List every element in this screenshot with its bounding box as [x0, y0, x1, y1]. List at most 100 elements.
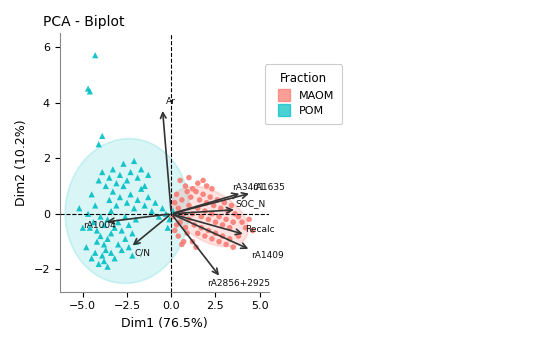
Text: rA1635: rA1635	[252, 183, 285, 192]
Point	[130, 206, 139, 211]
Point	[183, 230, 191, 236]
Point	[226, 236, 234, 241]
Point	[84, 86, 92, 91]
Point	[98, 253, 107, 258]
Point	[131, 217, 140, 222]
Point	[112, 180, 121, 186]
Point	[241, 225, 250, 230]
Point	[103, 236, 112, 241]
Point	[119, 161, 128, 167]
Point	[89, 219, 98, 225]
Point	[169, 214, 178, 219]
Point	[179, 211, 188, 217]
Point	[162, 211, 170, 217]
Point	[112, 203, 121, 208]
Point	[194, 206, 202, 211]
Point	[181, 225, 190, 230]
Point	[199, 191, 207, 197]
Point	[222, 241, 230, 247]
Point	[75, 206, 84, 211]
Point	[188, 211, 197, 217]
Point	[147, 208, 156, 214]
Point	[117, 228, 126, 233]
Point	[126, 169, 135, 175]
Point	[114, 241, 123, 247]
Point	[124, 245, 133, 250]
Point	[190, 222, 199, 228]
Text: rA3401: rA3401	[232, 183, 265, 192]
Point	[128, 253, 137, 258]
Point	[194, 230, 202, 236]
Text: SOC_N: SOC_N	[236, 199, 266, 209]
Point	[199, 178, 207, 183]
Point	[179, 239, 188, 244]
Point	[234, 214, 243, 219]
Point	[245, 217, 254, 222]
Point	[218, 222, 227, 228]
Point	[107, 230, 116, 236]
Point	[144, 172, 153, 178]
Point	[137, 186, 146, 191]
Point	[230, 211, 239, 217]
Point	[101, 247, 110, 253]
Point	[133, 197, 142, 203]
Point	[105, 175, 114, 180]
Point	[211, 219, 220, 225]
Point	[216, 206, 225, 211]
Point	[227, 203, 236, 208]
Point	[185, 203, 194, 208]
Point	[191, 189, 200, 194]
Point	[107, 250, 116, 256]
Point	[183, 189, 191, 194]
Point	[210, 203, 218, 208]
Point	[175, 178, 184, 183]
Point	[108, 167, 117, 172]
Point	[201, 208, 210, 214]
Point	[100, 258, 108, 264]
Point	[229, 219, 238, 225]
Point	[131, 239, 140, 244]
Point	[94, 141, 103, 147]
Point	[186, 194, 195, 200]
Point	[119, 183, 128, 189]
Point	[172, 222, 181, 228]
Point	[123, 178, 131, 183]
Point	[140, 183, 149, 189]
Point	[172, 191, 181, 197]
Point	[91, 250, 100, 256]
Point	[174, 233, 183, 239]
Point	[218, 233, 227, 239]
Point	[188, 186, 197, 191]
Point	[103, 264, 112, 269]
Point	[174, 206, 183, 211]
Point	[229, 245, 238, 250]
Point	[207, 211, 216, 217]
Point	[96, 233, 105, 239]
Point	[220, 200, 229, 205]
Point	[207, 236, 216, 241]
Text: rA1004: rA1004	[83, 221, 116, 230]
Point	[238, 219, 246, 225]
Point	[202, 200, 211, 205]
Point	[175, 219, 184, 225]
Point	[195, 197, 204, 203]
Point	[121, 236, 130, 241]
Point	[100, 222, 108, 228]
Point	[82, 245, 91, 250]
Point	[124, 222, 133, 228]
Point	[103, 217, 112, 222]
Point	[202, 183, 211, 189]
Point	[92, 228, 101, 233]
Point	[206, 194, 214, 200]
Point	[178, 241, 186, 247]
Point	[197, 214, 206, 219]
Point	[87, 256, 96, 261]
Ellipse shape	[172, 187, 248, 247]
Point	[108, 189, 117, 194]
Point	[110, 256, 119, 261]
Point	[100, 241, 108, 247]
Point	[223, 208, 232, 214]
Point	[194, 180, 202, 186]
Point	[163, 225, 172, 230]
Text: PCA - Biplot: PCA - Biplot	[43, 15, 124, 29]
